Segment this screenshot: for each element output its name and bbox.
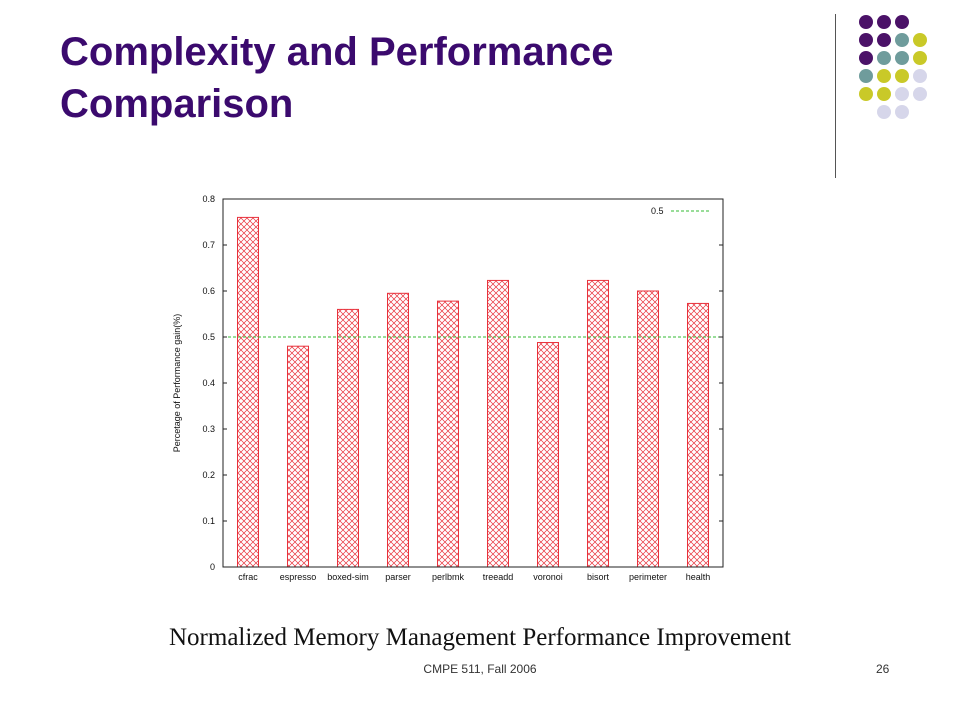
x-tick-label: cfrac [238,572,258,582]
legend-label: 0.5 [651,206,664,216]
decorative-dot [895,15,909,29]
bar-chart: 0 0.1 0.2 0.3 0.4 0.5 0.6 0.7 0.8 cfrac espresso b… [160,185,740,590]
bar-cfrac [237,216,259,568]
decorative-dot [895,33,909,47]
decorative-dot [895,87,909,101]
bar-bisort [587,279,609,568]
y-tick-label: 0.4 [202,378,215,388]
slide-title-line1: Complexity and Performance [60,30,614,74]
slide-title: Complexity and Performance Comparison [60,26,820,130]
x-tick-label: espresso [280,572,317,582]
footer-page-number: 26 [876,662,890,676]
x-tick-label: voronoi [533,572,563,582]
x-axis: cfrac espresso boxed-sim parser perlbmk treea… [238,572,710,582]
x-tick-label: perlbmk [432,572,465,582]
x-tick-label: bisort [587,572,610,582]
decorative-dot [877,69,891,83]
bars-layer [237,216,709,568]
y-tick-label: 0 [210,562,215,572]
decorative-dot [859,69,873,83]
decorative-dot [877,15,891,29]
decorative-dot [895,51,909,65]
decorative-dot [913,51,927,65]
y-axis-label: Percetage of Performance gain(%) [172,314,182,453]
bar-health [687,302,709,568]
bar-voronoi [537,342,559,568]
x-tick-label: parser [385,572,411,582]
y-tick-label: 0.6 [202,286,215,296]
decorative-dot [859,51,873,65]
decorative-dot [913,69,927,83]
bar-espresso [287,345,309,568]
y-tick-label: 0.8 [202,194,215,204]
decorative-dot [877,87,891,101]
x-tick-label: perimeter [629,572,667,582]
chart-svg: 0 0.1 0.2 0.3 0.4 0.5 0.6 0.7 0.8 cfrac espresso b… [172,194,724,582]
y-tick-label: 0.5 [202,332,215,342]
decorative-dot [895,105,909,119]
x-tick-label: boxed-sim [327,572,369,582]
y-tick-label: 0.3 [202,424,215,434]
y-tick-label: 0.1 [202,516,215,526]
decorative-dot [877,51,891,65]
y-tick-label: 0.7 [202,240,215,250]
decorative-dot [859,15,873,29]
decorative-dot [859,87,873,101]
x-tick-label: health [686,572,711,582]
bar-boxed-sim [337,308,359,568]
bar-perimeter [637,290,659,568]
title-divider [835,14,836,178]
bar-perlbmk [437,300,459,568]
figure-caption: Normalized Memory Management Performance… [169,624,791,651]
y-axis: 0 0.1 0.2 0.3 0.4 0.5 0.6 0.7 0.8 [202,194,723,572]
decorative-dot [877,33,891,47]
decorative-dot [913,87,927,101]
y-tick-label: 0.2 [202,470,215,480]
decorative-dot [877,105,891,119]
x-tick-label: treeadd [483,572,514,582]
bar-parser [387,292,409,568]
decorative-dot [913,33,927,47]
slide-title-line2: Comparison [60,82,294,126]
legend: 0.5 [651,206,709,216]
decorative-dot [859,33,873,47]
bar-treeadd [487,279,509,568]
decorative-dot [895,69,909,83]
footer-course: CMPE 511, Fall 2006 [423,662,537,676]
